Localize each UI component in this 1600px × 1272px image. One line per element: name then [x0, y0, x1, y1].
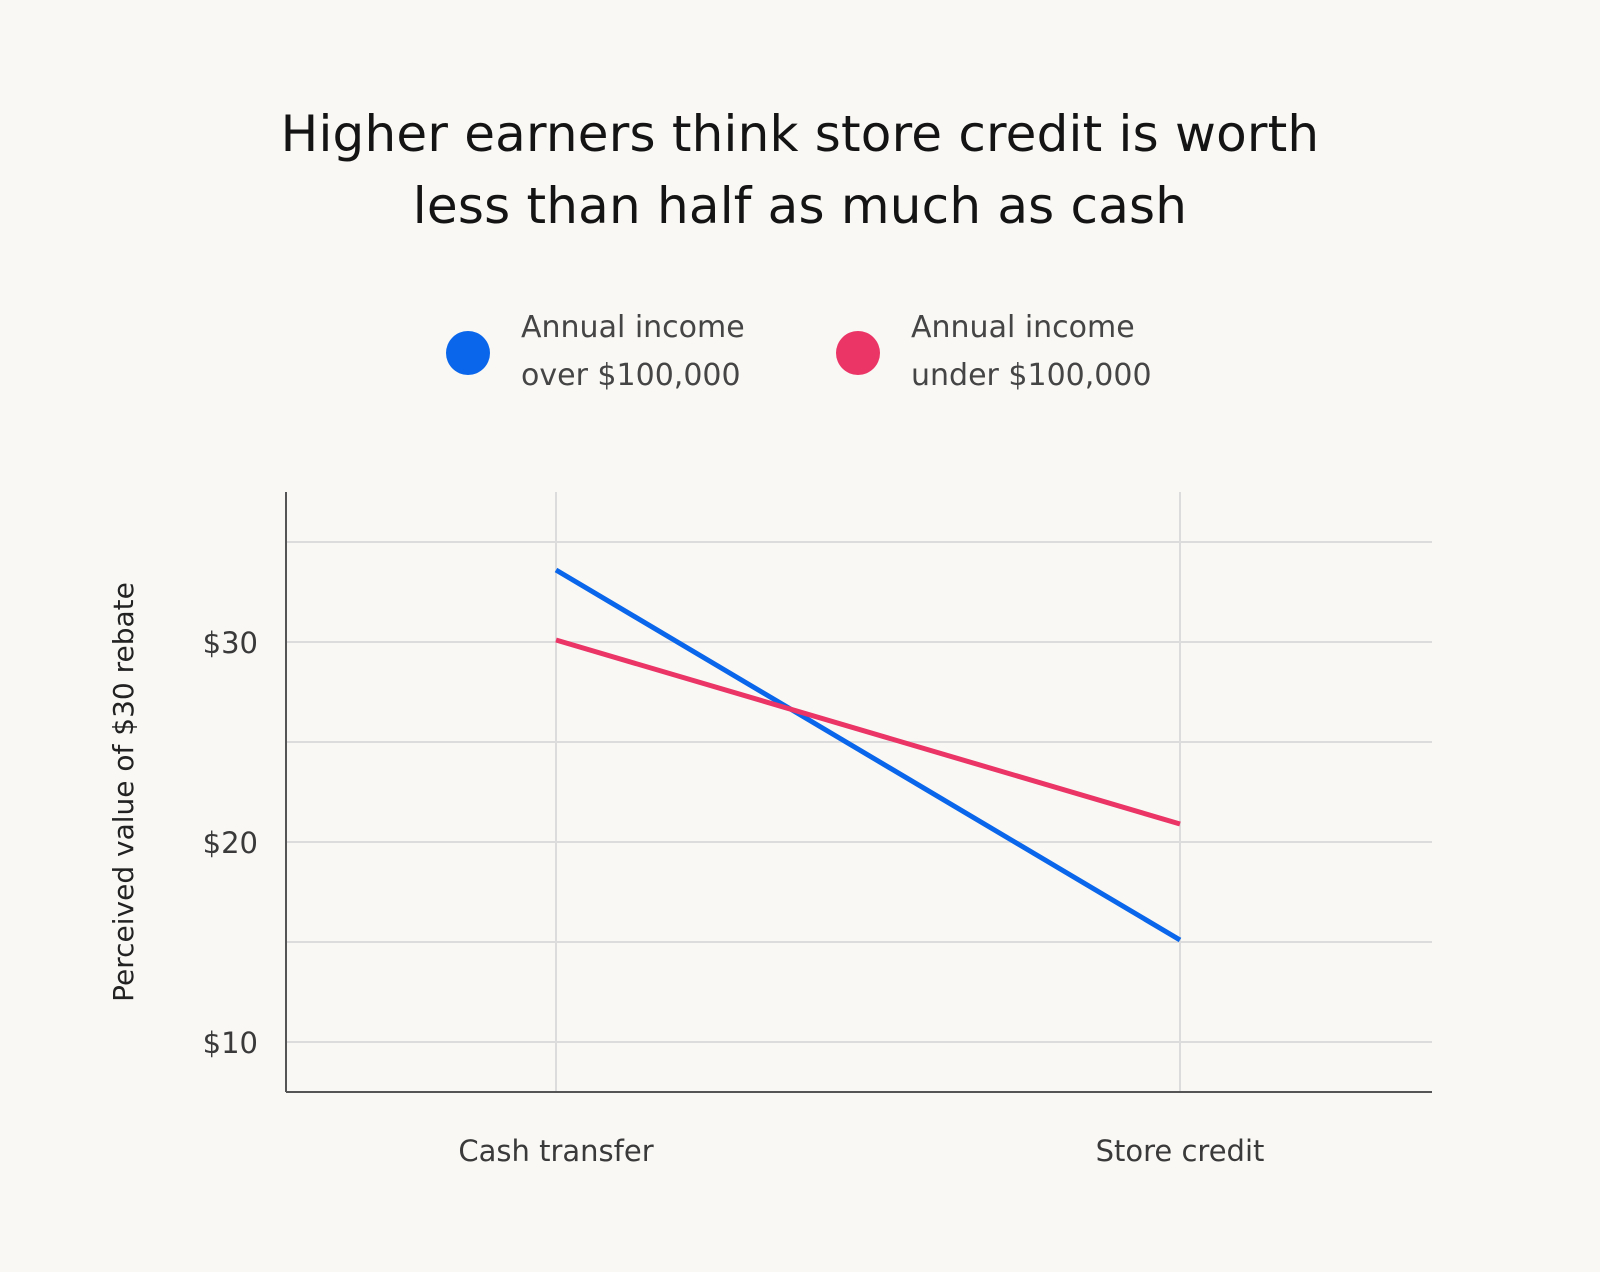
- x-tick-label-1: Store credit: [1096, 1134, 1265, 1168]
- legend-label-under-100k-line-2: under $100,000: [911, 358, 1152, 393]
- chart-title-line-1: Higher earners think store credit is wor…: [280, 105, 1320, 163]
- legend: Annual income over $100,000 Annual incom…: [0, 304, 1600, 404]
- legend-label-over-100k: Annual income over $100,000: [521, 304, 745, 400]
- y-axis-title: Perceived value of $30 rebate: [107, 582, 140, 1002]
- chart-title: Higher earners think store credit is wor…: [0, 98, 1600, 242]
- legend-dot-over-100k: [446, 331, 490, 375]
- legend-label-under-100k: Annual income under $100,000: [911, 304, 1152, 400]
- legend-label-over-100k-line-1: Annual income: [521, 310, 745, 345]
- legend-label-under-100k-line-1: Annual income: [911, 310, 1135, 345]
- series-line-0: [554, 567, 1182, 943]
- series-line-1: [555, 637, 1181, 827]
- legend-dot-under-100k: [836, 331, 880, 375]
- chart-title-line-2: less than half as much as cash: [412, 177, 1188, 235]
- y-tick-label-30: $30: [203, 626, 258, 660]
- x-tick-label-0: Cash transfer: [458, 1134, 653, 1168]
- y-tick-label-10: $10: [203, 1026, 258, 1060]
- legend-label-over-100k-line-2: over $100,000: [521, 358, 741, 393]
- y-tick-label-20: $20: [203, 826, 258, 860]
